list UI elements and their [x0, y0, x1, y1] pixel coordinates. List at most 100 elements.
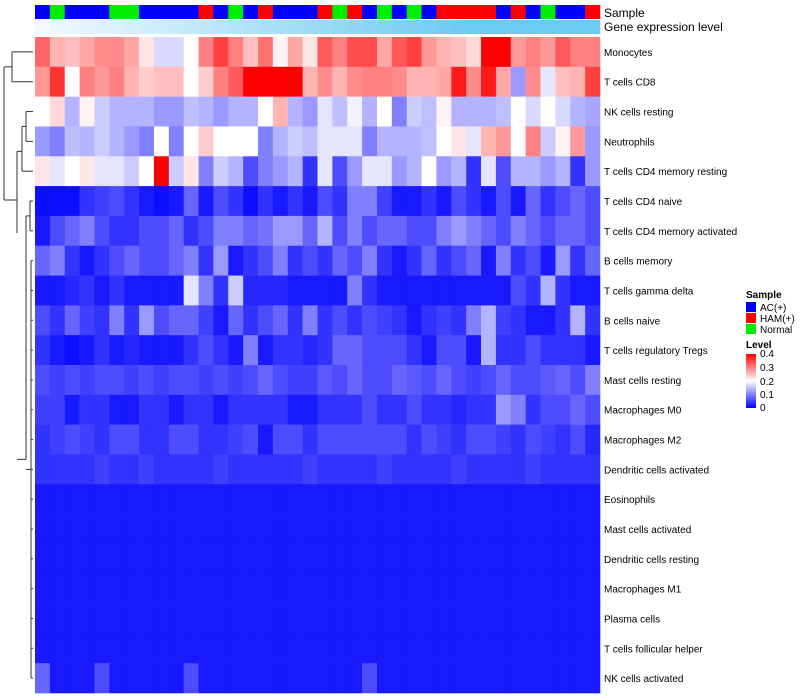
heatmap-cell — [64, 394, 80, 425]
row-labels: Monocytes T cells CD8 NK cells resting Neut… — [604, 48, 737, 685]
heatmap-cell — [436, 245, 452, 276]
heatmap-cell — [243, 573, 259, 604]
heatmap-cell — [362, 484, 378, 515]
heatmap-cell — [168, 156, 184, 187]
heatmap-cell — [555, 186, 571, 217]
sample-cell-8 — [153, 5, 170, 19]
heatmap-cell — [585, 245, 601, 276]
heatmap-cell — [243, 603, 259, 634]
heatmap-cell — [570, 156, 586, 187]
heatmap-cell — [436, 454, 452, 485]
heatmap-cell — [258, 186, 274, 217]
heatmap-cell — [258, 454, 274, 485]
heatmap-cell — [109, 514, 125, 545]
heatmap-cell — [481, 633, 497, 664]
heatmap-cell — [94, 335, 110, 366]
heatmap-cell — [287, 424, 303, 455]
heatmap-cell — [139, 215, 155, 247]
heatmap-cell — [109, 215, 125, 247]
heatmap-cell — [317, 484, 333, 515]
heatmap-cell — [495, 514, 512, 545]
heatmap-cell — [481, 663, 497, 694]
heatmap-cell — [287, 215, 303, 247]
heatmap-cell — [451, 335, 467, 366]
heatmap-cell — [347, 126, 363, 157]
heatmap-cell — [287, 365, 303, 396]
heatmap-cell — [124, 514, 140, 545]
heatmap-cell — [376, 156, 393, 187]
heatmap-cell — [79, 275, 95, 306]
heatmap-cell — [585, 603, 601, 634]
heatmap-cell — [495, 484, 512, 515]
heatmap-cell — [332, 305, 348, 336]
heatmap-cell — [213, 305, 229, 336]
heatmap-cell — [391, 275, 408, 306]
legend-sample-title: Sample — [746, 290, 782, 301]
heatmap-cell — [391, 663, 408, 694]
heatmap-cell — [94, 514, 110, 545]
heatmap-cell — [495, 96, 512, 127]
heatmap-cell — [228, 484, 244, 515]
heatmap-cell — [362, 305, 378, 336]
legend: Sample AC(+) HAM(+) Normal Level 0.4 0.3… — [746, 290, 795, 414]
heatmap-cell — [198, 543, 214, 575]
heatmap-cell — [332, 96, 348, 127]
heatmap-cell — [64, 156, 80, 187]
heatmap-cell — [213, 543, 229, 575]
expression-cell-37 — [585, 20, 601, 34]
heatmap-cell — [421, 66, 437, 97]
heatmap-cell — [451, 484, 467, 515]
heatmap-cell — [585, 126, 601, 157]
heatmap-cell — [347, 186, 363, 217]
heatmap-cell — [213, 245, 229, 276]
heatmap-cell — [317, 514, 333, 545]
heatmap-cell — [362, 663, 378, 694]
heatmap-cell — [391, 245, 408, 276]
heatmap-cell — [466, 186, 482, 217]
heatmap-cell — [139, 245, 155, 276]
heatmap-cell — [451, 663, 467, 694]
heatmap-cell — [272, 335, 289, 366]
row-label: Macrophages M1 — [604, 585, 682, 596]
heatmap-cell — [421, 335, 437, 366]
heatmap-cell — [49, 603, 66, 634]
heatmap-cell — [228, 305, 244, 336]
heatmap-cell — [35, 305, 51, 336]
heatmap-cell — [347, 156, 363, 187]
heatmap-cell — [243, 96, 259, 127]
heatmap-cell — [302, 305, 318, 336]
heatmap-cell — [35, 633, 51, 664]
heatmap-cell — [168, 186, 184, 217]
heatmap-cell — [109, 573, 125, 604]
heatmap-cell — [391, 484, 408, 515]
heatmap-cell — [540, 126, 556, 157]
heatmap-cell — [510, 96, 526, 127]
heatmap-cell — [481, 215, 497, 247]
heatmap-cell — [540, 633, 556, 664]
heatmap-cell — [258, 484, 274, 515]
sample-cell-33 — [525, 5, 541, 19]
heatmap-cell — [49, 514, 66, 545]
heatmap-cell — [570, 514, 586, 545]
heatmap-cell — [64, 215, 80, 247]
heatmap-cell — [347, 633, 363, 664]
heatmap-cell — [139, 573, 155, 604]
heatmap-cell — [49, 454, 66, 485]
heatmap-cell — [421, 394, 437, 425]
heatmap-cell — [79, 245, 95, 276]
heatmap-cell — [109, 245, 125, 276]
heatmap-cell — [406, 365, 422, 396]
sample-cell-35 — [555, 5, 571, 19]
heatmap-cell — [525, 96, 541, 127]
expression-cell-22 — [362, 20, 378, 34]
heatmap-cell — [391, 305, 408, 336]
heatmap-cell — [302, 514, 318, 545]
heatmap-cell — [391, 96, 408, 127]
heatmap-cell — [466, 37, 482, 68]
heatmap-cell — [153, 454, 170, 485]
heatmap-cell — [585, 66, 601, 97]
heatmap-cell — [540, 663, 556, 694]
heatmap-cell — [79, 394, 95, 425]
heatmap-cell — [555, 126, 571, 157]
expression-cell-3 — [79, 20, 95, 34]
